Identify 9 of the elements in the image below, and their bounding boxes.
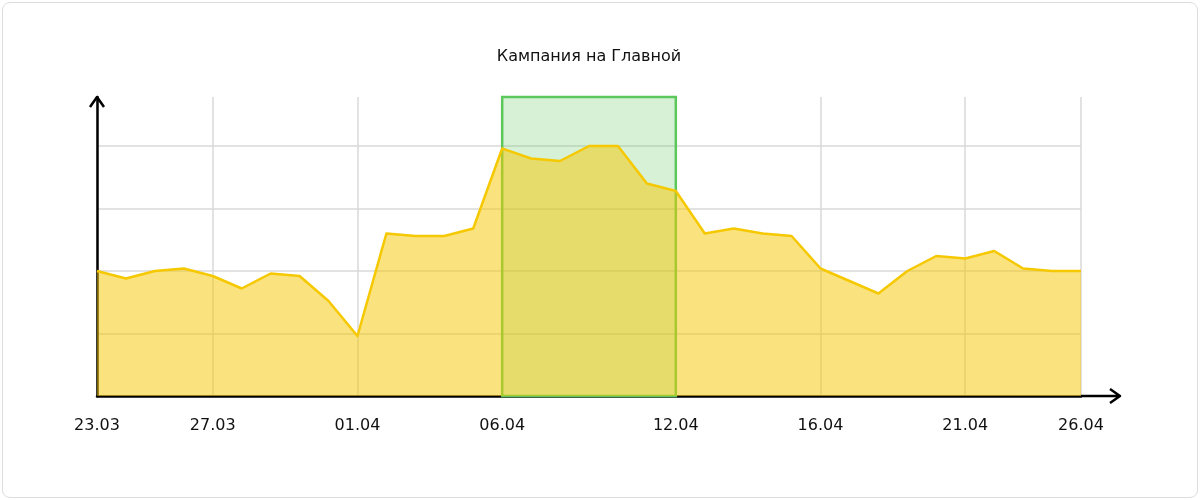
x-tick-label: 21.04: [942, 414, 989, 434]
x-tick-label: 23.03: [74, 414, 120, 434]
x-tick-label: 26.04: [1058, 414, 1104, 434]
band-label: Кампания на Главной: [496, 46, 682, 66]
x-tick-label: 27.03: [189, 414, 236, 434]
x-tick-label: 12.04: [652, 414, 699, 434]
x-tick-label: 01.04: [334, 414, 381, 434]
x-tick-label: 06.04: [479, 414, 526, 434]
x-tick-label: 16.04: [797, 414, 844, 434]
